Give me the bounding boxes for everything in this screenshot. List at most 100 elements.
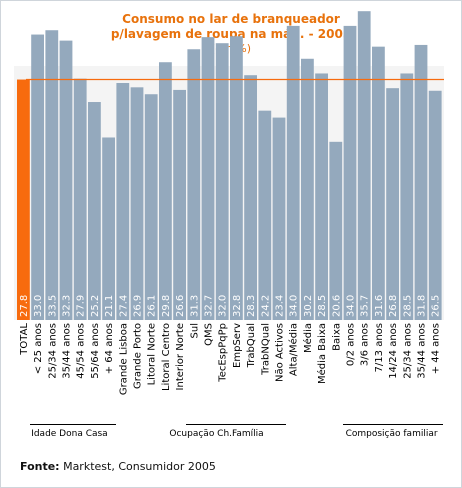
- bar: [187, 49, 201, 320]
- category-label: Interior Norte: [175, 323, 186, 390]
- bar: [31, 34, 44, 321]
- category-label: EmpServ: [232, 323, 243, 368]
- group-line: [30, 424, 116, 425]
- value-label: 25.2: [90, 295, 101, 317]
- value-label: 30.2: [303, 295, 314, 317]
- bar: [144, 94, 158, 320]
- bar: [301, 58, 314, 321]
- category-label: 45/54 anos: [76, 323, 87, 379]
- value-label: 21.1: [104, 295, 115, 317]
- category-label: 7/13 anos: [374, 323, 385, 372]
- value-label: 35.7: [360, 295, 371, 317]
- value-label: 33.5: [47, 295, 58, 317]
- category-label: Média Baixa: [316, 323, 328, 384]
- bar-total: [17, 79, 30, 320]
- source-note: Fonte: Marktest, Consumidor 2005: [20, 460, 216, 473]
- value-label: 29.8: [161, 295, 172, 317]
- category-label: Grande Porto: [133, 323, 144, 389]
- category-label: 35/44 anos: [62, 323, 73, 379]
- category-label: Litoral Norte: [147, 323, 158, 385]
- bar: [329, 141, 343, 320]
- bar: [173, 89, 186, 320]
- group-line: [342, 424, 443, 425]
- value-label: 27.9: [76, 295, 87, 317]
- group-label: Composição familiar: [345, 429, 438, 439]
- category-label: 14/24 anos: [388, 323, 399, 379]
- category-label: Litoral Centro: [161, 323, 172, 391]
- bar: [258, 110, 272, 320]
- bar: [428, 90, 442, 321]
- bar: [372, 46, 385, 320]
- value-label: 28.3: [246, 295, 257, 317]
- bar: [88, 102, 101, 321]
- category-label: Grande Lisboa: [118, 323, 129, 395]
- category-label: 35/44 anos: [417, 323, 428, 379]
- category-label: 0/2 anos: [346, 323, 357, 366]
- bar: [343, 25, 357, 321]
- category-label: TecEspPqPp: [218, 323, 229, 383]
- category-label: Alta/Média: [288, 323, 300, 376]
- value-label: 28.5: [402, 295, 413, 317]
- value-label: 26.6: [175, 295, 186, 317]
- bar: [414, 44, 428, 321]
- category-label: + 64 anos: [104, 323, 115, 374]
- category-label: Baixa: [331, 323, 342, 351]
- value-label: 32.3: [62, 295, 73, 317]
- category-label: TrabQual: [246, 323, 257, 368]
- bar: [244, 75, 257, 320]
- value-label: 31.3: [189, 295, 200, 317]
- value-label: 26.5: [431, 295, 442, 317]
- bar: [215, 43, 229, 320]
- category-label: 25/34 anos: [47, 323, 58, 379]
- bar: [159, 62, 172, 320]
- value-label: 26.9: [133, 295, 144, 317]
- category-label: Sul: [189, 323, 200, 338]
- category-label: 3/6 anos: [360, 323, 371, 366]
- category-label: + 44 anos: [431, 323, 442, 374]
- source-text: Marktest, Consumidor 2005: [59, 460, 216, 473]
- group-label: Idade Dona Casa: [31, 429, 108, 439]
- group-label: Ocupação Ch.Família: [169, 429, 264, 439]
- category-label: TOTAL: [19, 323, 30, 356]
- source-label: Fonte:: [20, 460, 60, 473]
- bar: [73, 78, 87, 320]
- bar: [272, 117, 286, 320]
- value-label: 27.4: [118, 295, 129, 317]
- category-label: Média: [302, 323, 314, 353]
- category-label: Não Activos: [275, 323, 286, 382]
- value-label: 26.1: [147, 295, 158, 317]
- bar: [59, 40, 73, 321]
- value-label: 34.0: [346, 295, 357, 317]
- bar: [386, 88, 399, 321]
- value-label: 32.7: [204, 295, 215, 317]
- bar: [400, 73, 414, 320]
- value-label: 28.5: [317, 295, 328, 317]
- value-label: 32.0: [218, 295, 229, 317]
- bar: [130, 87, 144, 320]
- value-label: 27.8: [19, 295, 30, 317]
- value-label: 34.0: [289, 295, 300, 317]
- category-label: 25/34 anos: [402, 323, 413, 379]
- value-label: 23.4: [275, 295, 286, 317]
- bar: [102, 137, 115, 320]
- category-label: < 25 anos: [33, 323, 44, 374]
- bar: [357, 11, 371, 320]
- value-label: 31.6: [374, 295, 385, 317]
- bar: [286, 25, 300, 321]
- category-label: TrabNQual: [260, 323, 271, 376]
- category-label: QMS: [204, 323, 215, 346]
- value-label: 26.8: [388, 295, 399, 317]
- group-line: [186, 424, 287, 425]
- chart-title-line-1: Consumo no lar de branqueador: [122, 12, 340, 26]
- value-label: 24.2: [260, 295, 271, 317]
- value-label: 32.8: [232, 295, 243, 317]
- bar: [201, 37, 215, 320]
- value-label: 31.8: [417, 295, 428, 317]
- bar: [45, 30, 59, 320]
- bar: [116, 82, 130, 321]
- value-label: 20.6: [331, 295, 342, 317]
- category-label: 55/64 anos: [90, 323, 101, 379]
- value-label: 33.0: [33, 295, 44, 317]
- bar: [315, 73, 328, 320]
